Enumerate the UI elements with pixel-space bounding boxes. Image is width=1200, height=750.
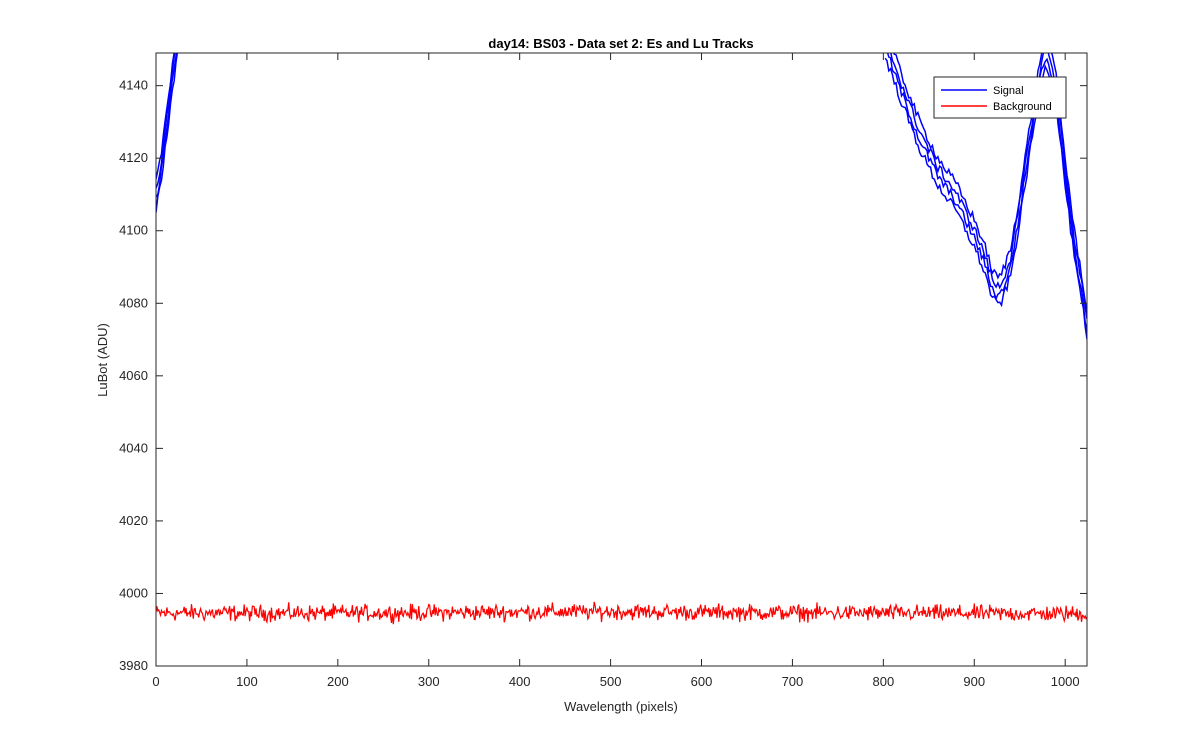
legend-signal-label: Signal [993, 85, 1024, 97]
x-tick-label: 300 [418, 674, 440, 689]
x-tick-label: 900 [963, 674, 985, 689]
y-tick-label: 4000 [119, 585, 148, 600]
y-tick-label: 4120 [119, 150, 148, 165]
plot-frame [155, 52, 1088, 667]
series-signal-line [156, 53, 1087, 314]
x-tick-label: 800 [872, 674, 894, 689]
plot-area [156, 53, 1087, 666]
legend: Signal Background [933, 76, 1067, 119]
x-axis-title: Wavelength (pixels) [564, 699, 678, 714]
legend-box [933, 76, 1067, 119]
x-tick-label: 100 [236, 674, 258, 689]
x-tick-label: 200 [327, 674, 349, 689]
y-tick-label: 4140 [119, 78, 148, 93]
y-tick-label: 3980 [119, 658, 148, 673]
x-tick-label: 0 [152, 674, 159, 689]
x-tick-label: 500 [600, 674, 622, 689]
legend-background-label: Background [993, 101, 1052, 113]
y-tick-label: 4100 [119, 223, 148, 238]
x-tick-label: 1000 [1051, 674, 1080, 689]
y-axis-title: LuBot (ADU) [95, 323, 110, 397]
ticks-layer: 0 100 200 300 400 500 600 700 800 900 1000 3980 4000… [119, 53, 1087, 689]
y-tick-label: 4060 [119, 368, 148, 383]
chart-title: day14: BS03 - Data set 2: Es and Lu Trac… [488, 36, 753, 51]
x-tick-label: 400 [509, 674, 531, 689]
series-background-line [156, 601, 1087, 625]
y-tick-label: 4020 [119, 513, 148, 528]
x-tick-label: 700 [782, 674, 804, 689]
y-tick-label: 4080 [119, 295, 148, 310]
y-tick-label: 4040 [119, 440, 148, 455]
x-tick-label: 600 [691, 674, 713, 689]
